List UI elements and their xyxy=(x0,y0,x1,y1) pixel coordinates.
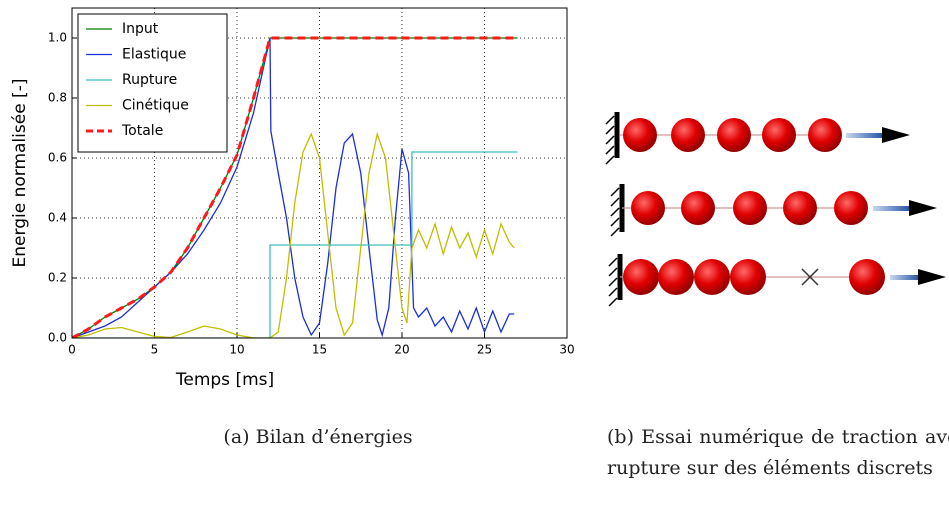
y-tick-label: 0.6 xyxy=(48,151,67,165)
x-tick-label: 10 xyxy=(229,343,244,357)
y-tick-label: 0.2 xyxy=(48,271,67,285)
x-tick-label: 15 xyxy=(312,343,327,357)
y-tick-label: 0.4 xyxy=(48,211,67,225)
x-tick-label: 25 xyxy=(477,343,492,357)
x-tick-label: 5 xyxy=(151,343,159,357)
y-tick-label: 0.8 xyxy=(48,91,67,105)
line xyxy=(72,131,515,338)
legend-label: Totale xyxy=(121,123,163,139)
line xyxy=(72,36,518,338)
x-axis-label: Temps [ms] xyxy=(175,370,274,390)
diagram xyxy=(605,112,946,307)
legend-label: Elastique xyxy=(122,47,186,63)
caption-a: (a) Bilan d’énergies xyxy=(223,426,413,448)
x-tick-label: 30 xyxy=(559,343,574,357)
x-tick-label: 20 xyxy=(394,343,409,357)
legend-label: Input xyxy=(122,21,159,37)
x-tick-label: 0 xyxy=(68,343,76,357)
legend-label: Cinétique xyxy=(122,98,189,114)
line xyxy=(72,151,518,338)
plot-frame xyxy=(71,7,568,339)
line xyxy=(72,37,515,338)
y-axis-label: Energie normalisée [-] xyxy=(10,79,30,268)
y-tick-label: 0.0 xyxy=(48,331,67,345)
legend-label: Rupture xyxy=(122,72,177,88)
y-tick-label: 1.0 xyxy=(48,31,67,45)
legend-box xyxy=(77,13,228,153)
caption-b: (b) Essai numérique de traction avec rup… xyxy=(607,426,949,479)
